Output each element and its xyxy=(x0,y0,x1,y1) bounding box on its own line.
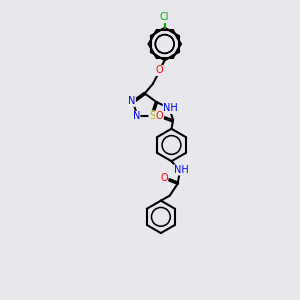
Text: Cl: Cl xyxy=(160,13,169,22)
Text: N: N xyxy=(128,96,135,106)
Text: S: S xyxy=(149,111,155,121)
Text: N: N xyxy=(133,111,140,122)
Text: O: O xyxy=(160,173,168,183)
Text: O: O xyxy=(156,65,163,76)
Text: NH: NH xyxy=(163,103,178,113)
Text: NH: NH xyxy=(173,165,188,175)
Text: O: O xyxy=(156,111,163,122)
